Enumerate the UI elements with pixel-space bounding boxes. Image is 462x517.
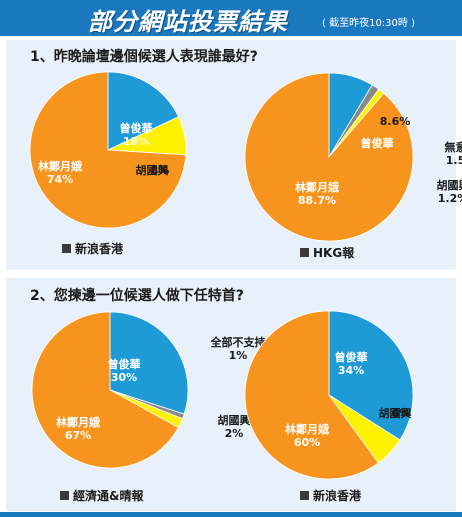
slice-value-label: 60% bbox=[294, 436, 320, 449]
slice-name-label: 曾俊華 bbox=[120, 121, 153, 135]
header-bar: 部分網站投票結果 ( 截至昨夜10:30時 ) bbox=[0, 0, 462, 36]
slice-name-label: 胡國興 bbox=[437, 178, 462, 192]
legend-source: 經濟通&晴報 bbox=[73, 489, 144, 503]
slice-value-label: 30% bbox=[111, 371, 137, 384]
pie-slice bbox=[328, 310, 414, 441]
pie-slice bbox=[244, 310, 379, 480]
slice-value-label: 1% bbox=[229, 349, 248, 362]
legend-chart-4: 新浪香港 bbox=[300, 487, 361, 504]
slice-name-label: 胡國興 bbox=[136, 163, 169, 177]
slice-name-label: 曾俊華 bbox=[361, 136, 394, 150]
slice-name-label: 無意見 bbox=[445, 140, 462, 154]
footer-bar bbox=[0, 512, 462, 517]
legend-square-icon bbox=[60, 491, 69, 500]
slice-name-label: 林鄭月娥 bbox=[38, 159, 82, 173]
slice-name-label: 林鄭月娥 bbox=[295, 180, 339, 194]
legend-chart-1: 新浪香港 bbox=[62, 240, 123, 257]
slice-value-label: 6% bbox=[392, 407, 411, 420]
slice-name-label: 全部不支持 bbox=[210, 335, 266, 349]
slice-value-label: 2% bbox=[225, 427, 244, 440]
question-2-title: 2、您揀邊一位候選人做下任特首? bbox=[30, 288, 244, 304]
slice-value-label: 8.6% bbox=[380, 115, 411, 128]
slice-name-label: 曾俊華 bbox=[335, 350, 368, 364]
legend-square-icon bbox=[300, 248, 309, 257]
slice-name-label: 胡國興 bbox=[218, 413, 251, 427]
slice-value-label: 67% bbox=[65, 429, 91, 442]
legend-source: HKG報 bbox=[313, 246, 355, 260]
page-title: 部分網站投票結果 bbox=[88, 8, 288, 36]
pie-slice bbox=[31, 311, 179, 469]
question-1-title: 1、昨晚論壇邊個候選人表現誰最好? bbox=[30, 49, 258, 65]
cutoff-note: ( 截至昨夜10:30時 ) bbox=[322, 18, 415, 29]
slice-name-label: 林鄭月娥 bbox=[285, 422, 329, 436]
slice-value-label: 8% bbox=[151, 164, 170, 177]
legend-source: 新浪香港 bbox=[75, 242, 124, 256]
slice-value-label: 74% bbox=[47, 173, 73, 186]
legend-chart-2: HKG報 bbox=[300, 244, 354, 261]
slice-name-label: 林鄭月娥 bbox=[56, 415, 100, 429]
slice-value-label: 88.7% bbox=[298, 194, 336, 207]
slice-value-label: 1.2% bbox=[438, 192, 462, 205]
pie-slice bbox=[109, 311, 189, 415]
pie-slice bbox=[107, 71, 180, 151]
slice-name-label: 胡國興 bbox=[379, 406, 412, 420]
legend-square-icon bbox=[62, 244, 71, 253]
slice-value-label: 1.5% bbox=[446, 154, 462, 167]
pie-slice bbox=[244, 72, 414, 242]
legend-chart-3: 經濟通&晴報 bbox=[60, 487, 143, 504]
slice-value-label: 34% bbox=[338, 364, 364, 377]
pie-slice bbox=[29, 71, 187, 229]
slice-name-label: 曾俊華 bbox=[108, 357, 141, 371]
legend-square-icon bbox=[300, 491, 309, 500]
slice-value-label: 18% bbox=[123, 135, 149, 148]
legend-source: 新浪香港 bbox=[313, 489, 362, 503]
